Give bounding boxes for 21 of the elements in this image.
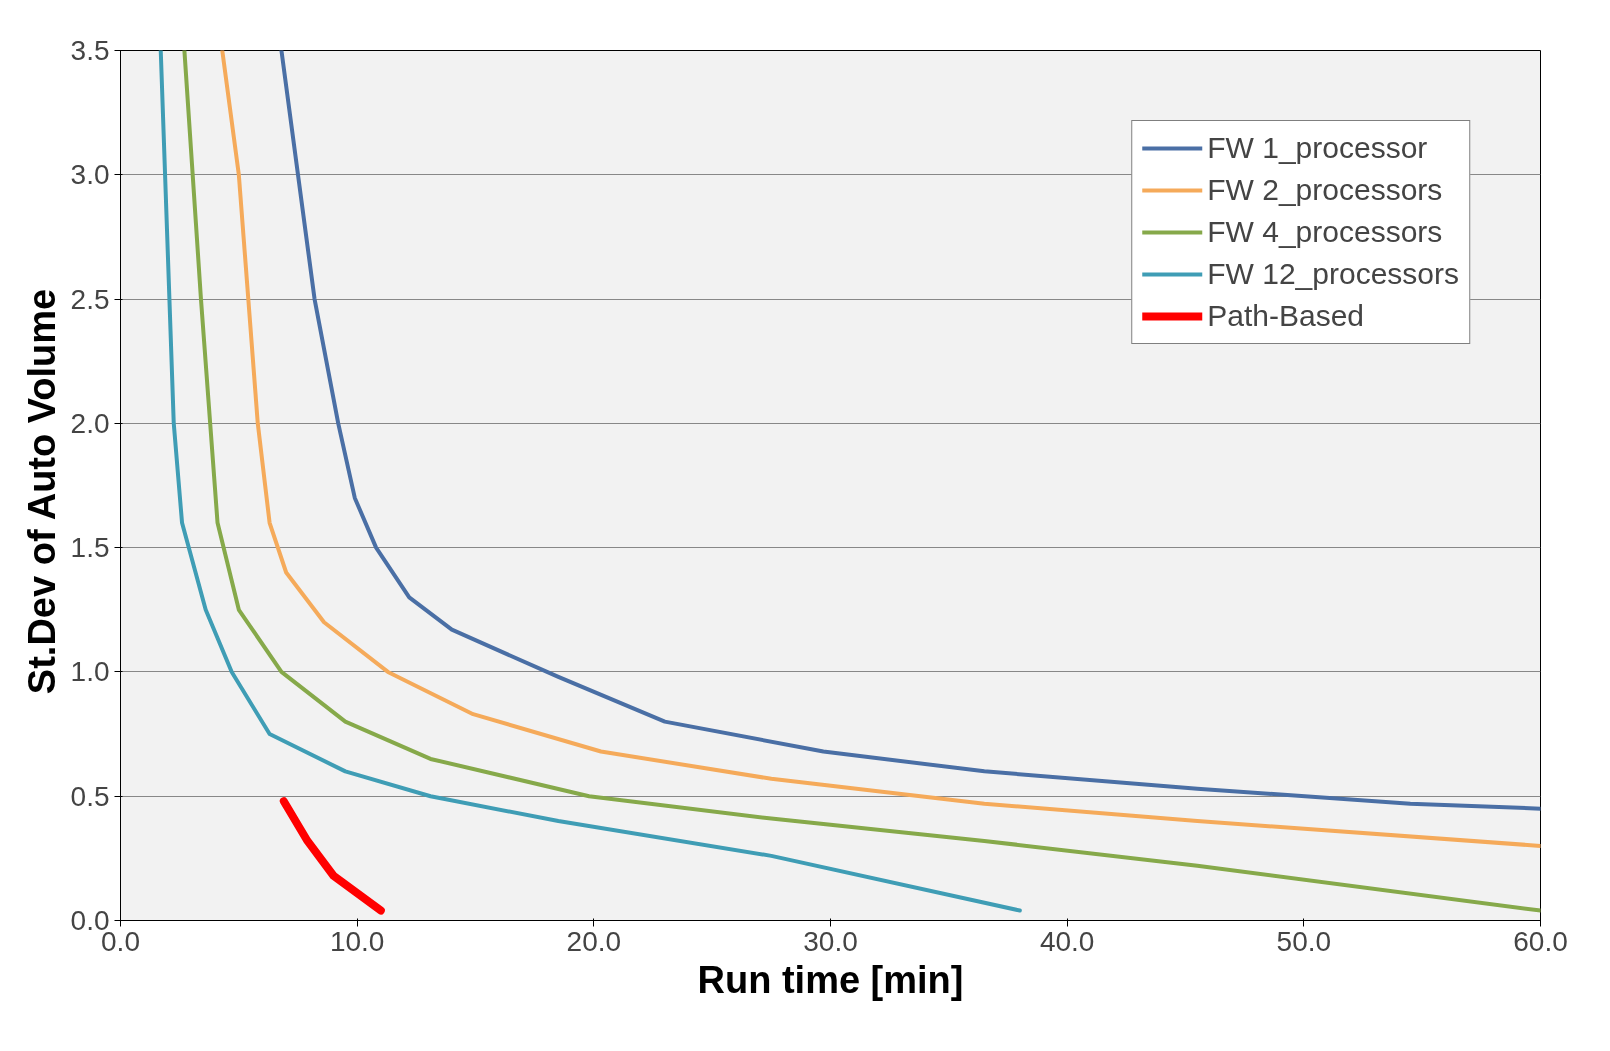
line-series: [158, 50, 1022, 913]
x-tick-label: 60.0: [1513, 925, 1568, 957]
y-tick-label: 1.0: [70, 656, 110, 688]
legend-label: FW 4_processors: [1207, 215, 1443, 249]
x-tick-label: 40.0: [1039, 925, 1095, 957]
y-tick-label: 3.0: [70, 159, 110, 191]
y-tick-label: 2.5: [70, 283, 110, 315]
legend-label: Path-Based: [1207, 299, 1365, 333]
legend-label: FW 2_processors: [1207, 173, 1443, 207]
legend-label: FW 1_processor: [1207, 131, 1428, 165]
y-tick-label: 0.5: [70, 780, 110, 812]
x-tick-label: 20.0: [566, 925, 622, 957]
legend-label: FW 12_processors: [1207, 257, 1459, 291]
x-tick-label: 30.0: [803, 925, 858, 957]
y-tick-label: 3.5: [70, 35, 110, 66]
y-tick-label: 1.5: [70, 532, 110, 564]
y-axis-title: St.Dev of Auto Volume: [20, 288, 63, 695]
x-tick-label: 10.0: [329, 925, 385, 957]
y-tick-label: 2.0: [70, 407, 110, 439]
x-tick-label: 50.0: [1276, 925, 1332, 957]
x-axis-title: Run time [min]: [697, 958, 964, 1001]
